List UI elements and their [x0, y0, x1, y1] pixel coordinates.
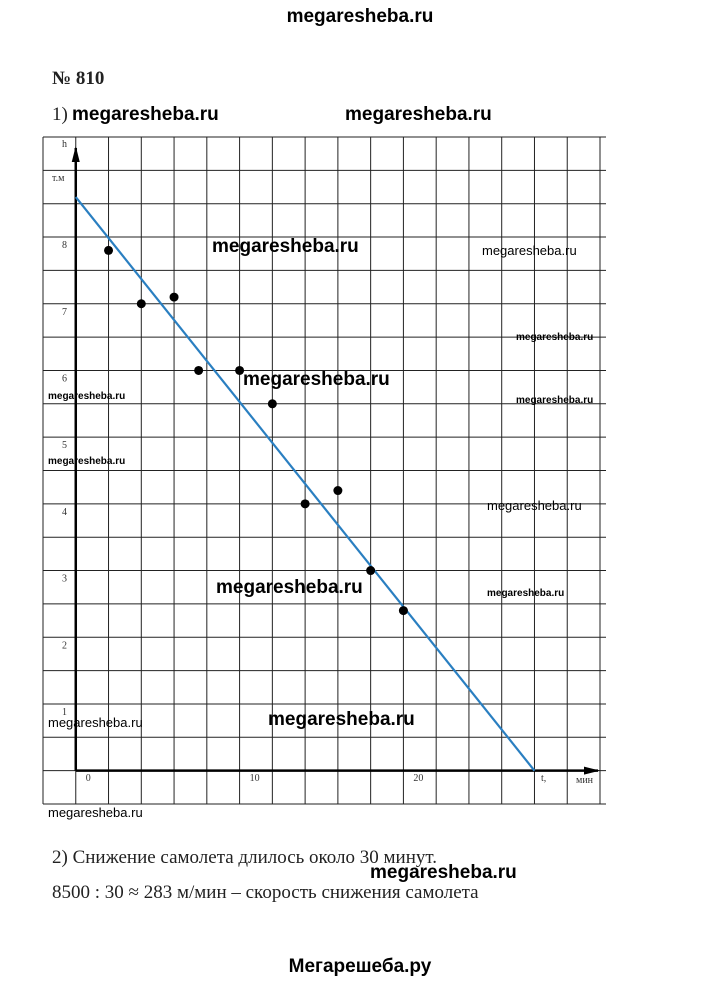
watermark: megaresheba.ru [268, 709, 415, 730]
y-tick-label: 5 [62, 440, 67, 451]
x-axis-arrow [584, 766, 600, 775]
watermark: megaresheba.ru [48, 805, 143, 820]
x-tick-label: 10 [250, 773, 260, 784]
data-point [267, 399, 277, 409]
x-tick-label: 0 [86, 773, 91, 784]
answer-line: 2) Снижение самолета длилось около 30 ми… [52, 847, 437, 868]
watermark: megaresheba.ru [516, 395, 593, 406]
watermark: megaresheba.ru [516, 332, 593, 343]
y-axis-arrow [71, 146, 80, 162]
y-tick-label: 4 [62, 507, 67, 518]
data-point [333, 486, 343, 496]
data-point [194, 365, 204, 375]
axis-label: h [62, 139, 67, 150]
y-tick-label: 7 [62, 307, 67, 318]
watermark: megaresheba.ru [216, 577, 363, 598]
watermark: megaresheba.ru [287, 6, 434, 27]
data-point [366, 566, 376, 576]
watermark: megaresheba.ru [212, 236, 359, 257]
y-tick-label: 6 [62, 373, 67, 384]
watermark: megaresheba.ru [345, 104, 492, 125]
data-point [104, 245, 114, 255]
watermark: megaresheba.ru [72, 104, 219, 125]
answer-line: 8500 : 30 ≈ 283 м/мин – скорость снижени… [52, 882, 479, 903]
data-point [169, 292, 179, 302]
data-point [398, 606, 408, 616]
y-tick-label: 8 [62, 240, 67, 251]
trend-line [74, 196, 536, 772]
watermark: megaresheba.ru [482, 243, 577, 258]
y-tick-label: 1 [62, 707, 67, 718]
part-label: 1) [52, 104, 68, 125]
y-tick-label: 2 [62, 640, 67, 651]
axis-unit: мин [576, 775, 594, 786]
watermarks: megaresheba.ru megaresheba.ru megaresheb… [48, 236, 593, 820]
axis-label: t, [541, 773, 546, 784]
watermark: megaresheba.ru [48, 391, 125, 402]
axis-unit: т.м [52, 173, 65, 184]
watermark: megaresheba.ru [48, 715, 143, 730]
data-point [300, 499, 310, 509]
footer: Мегарешеба.ру [289, 956, 432, 977]
data-point [136, 299, 146, 309]
y-tick-label: 3 [62, 574, 67, 585]
x-tick-label: 20 [413, 773, 423, 784]
watermark: megaresheba.ru [48, 456, 125, 467]
watermark: megaresheba.ru [370, 862, 517, 883]
watermark: megaresheba.ru [243, 369, 390, 390]
problem-number: № 810 [52, 68, 104, 89]
watermark: megaresheba.ru [487, 498, 582, 513]
chart: h т.м t, мин 1 2 3 4 5 6 7 8 0 10 20 [42, 136, 606, 805]
watermark: megaresheba.ru [487, 588, 564, 599]
data-point [235, 365, 245, 375]
